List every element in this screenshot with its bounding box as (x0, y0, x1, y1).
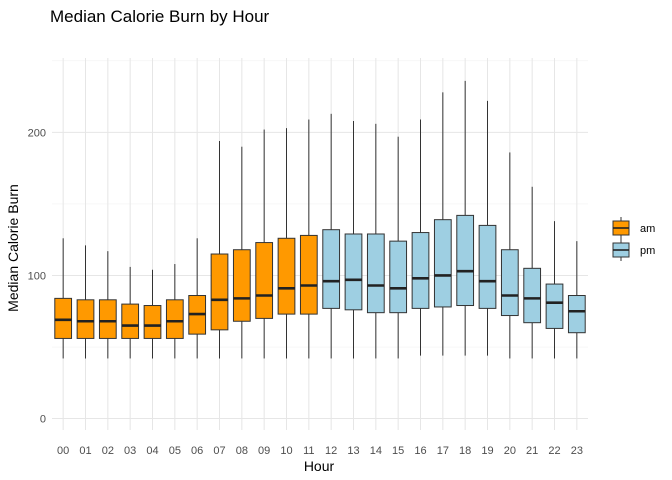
box-body (567, 295, 586, 334)
chart-title: Median Calorie Burn by Hour (50, 7, 270, 26)
y-tick-label: 100 (28, 270, 46, 282)
box-body (54, 297, 73, 339)
legend: am pm (612, 217, 655, 261)
x-tick-label: 09 (258, 445, 270, 457)
x-tick-label: 12 (325, 445, 337, 457)
box-body (344, 233, 363, 311)
x-axis-ticks: 00 01 02 03 04 05 06 07 08 09 10 11 12 13 14 15 16 17 18 19… (57, 445, 583, 457)
box-body (433, 219, 452, 308)
box-03 (121, 266, 140, 359)
box-02 (98, 251, 117, 359)
box-17 (433, 92, 452, 356)
legend-label-pm: pm (640, 245, 655, 257)
box-23 (567, 241, 586, 359)
box-07 (210, 140, 229, 359)
box-14 (366, 123, 385, 359)
box-body (366, 233, 385, 314)
box-10 (277, 128, 296, 359)
x-tick-label: 15 (392, 445, 404, 457)
box-05 (165, 264, 184, 359)
x-tick-label: 19 (481, 445, 493, 457)
x-tick-label: 23 (571, 445, 583, 457)
x-tick-label: 08 (236, 445, 248, 457)
x-tick-label: 03 (124, 445, 136, 457)
x-tick-label: 14 (370, 445, 382, 457)
box-body (545, 283, 564, 329)
box-body (232, 249, 251, 322)
x-tick-label: 21 (526, 445, 538, 457)
x-tick-label: 18 (459, 445, 471, 457)
x-tick-label: 00 (57, 445, 69, 457)
box-body (456, 214, 475, 307)
box-22 (545, 221, 564, 359)
box-body (165, 299, 184, 339)
legend-key-pm (612, 239, 630, 261)
box-15 (389, 136, 408, 359)
x-tick-label: 10 (280, 445, 292, 457)
box-00 (54, 238, 73, 359)
x-tick-label: 13 (347, 445, 359, 457)
box-body (277, 237, 296, 315)
box-body (523, 267, 542, 324)
gridlines (52, 58, 588, 430)
y-tick-label: 200 (28, 127, 46, 139)
box-body (121, 303, 140, 339)
box-21 (523, 186, 542, 359)
legend-key-am (612, 217, 630, 239)
x-tick-label: 17 (437, 445, 449, 457)
box-body (322, 229, 341, 309)
box-12 (322, 113, 341, 359)
x-tick-label: 11 (303, 445, 314, 457)
x-tick-label: 06 (191, 445, 203, 457)
y-axis-title: Median Calorie Burn (5, 184, 21, 312)
box-body (411, 232, 430, 309)
box-08 (232, 146, 251, 359)
x-tick-label: 05 (169, 445, 181, 457)
x-tick-label: 22 (548, 445, 560, 457)
box-16 (411, 119, 430, 356)
x-tick-label: 01 (79, 445, 91, 457)
box-01 (76, 245, 95, 359)
box-04 (143, 269, 162, 359)
box-20 (500, 152, 519, 359)
x-tick-label: 04 (146, 445, 158, 457)
y-tick-label: 0 (40, 414, 46, 426)
y-axis-ticks: 0 100 200 (28, 127, 46, 425)
box-11 (299, 119, 318, 359)
boxes-layer (54, 80, 586, 359)
box-body (500, 249, 519, 317)
x-tick-label: 07 (213, 445, 225, 457)
legend-label-am: am (640, 223, 655, 235)
x-tick-label: 02 (102, 445, 114, 457)
box-body (210, 253, 229, 331)
x-tick-label: 20 (504, 445, 516, 457)
box-body (299, 234, 318, 315)
box-13 (344, 120, 363, 359)
box-18 (456, 80, 475, 356)
box-body (255, 242, 274, 319)
x-axis-title: Hour (304, 458, 335, 474)
box-body (98, 299, 117, 339)
box-body (76, 299, 95, 339)
box-09 (255, 129, 274, 359)
x-tick-label: 16 (414, 445, 426, 457)
box-body (478, 224, 497, 309)
box-body (389, 240, 408, 314)
box-06 (188, 238, 207, 359)
box-body (143, 305, 162, 339)
box-19 (478, 100, 497, 356)
